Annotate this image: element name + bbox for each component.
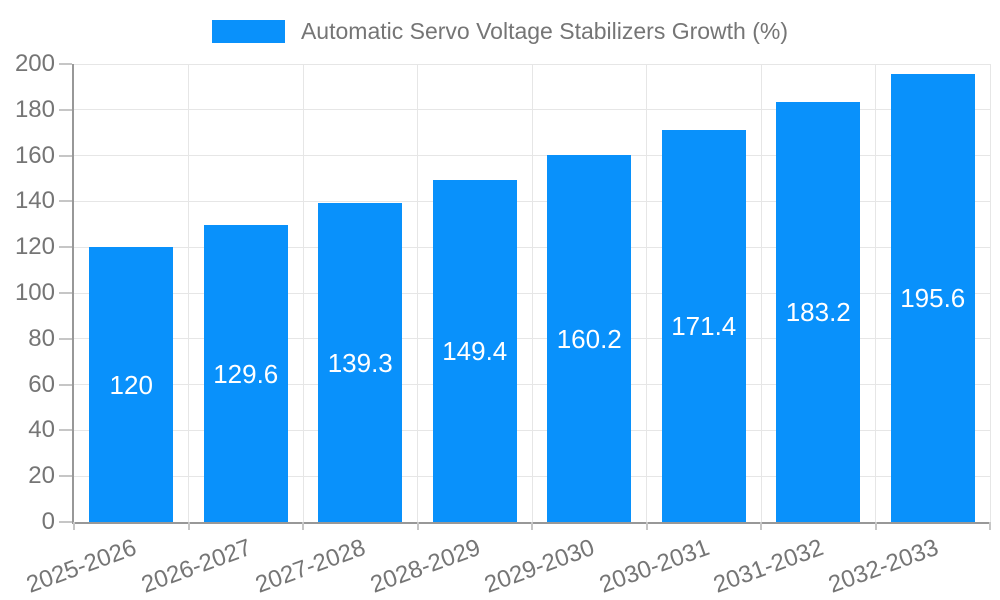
bar-value-label: 129.6 [213,358,279,389]
plot-area: 0 20 40 60 80 100 120 140 160 180 200 120 2025-2026 1… [15,52,991,599]
y-axis-tick-label: 160 [14,141,55,169]
y-axis-tick [59,337,72,340]
x-axis-tick [531,522,533,530]
y-axis-tick [59,108,72,111]
x-axis-tick-label: 2027-2028 [252,534,370,599]
y-axis-tick-label: 40 [28,416,55,444]
y-axis-tick-label: 120 [14,233,55,261]
y-axis-tick-label: 140 [14,187,55,215]
gridline-vertical [760,64,762,522]
x-axis-tick [760,522,762,530]
x-axis-tick-label: 2026-2027 [137,534,255,599]
x-axis-tick-label: 2032-2033 [824,534,942,599]
bar[interactable] [203,225,288,522]
x-axis-tick [645,522,648,530]
bar[interactable] [661,129,746,522]
y-axis-tick-label: 80 [28,324,55,352]
x-axis-tick-label: 2028-2029 [366,534,484,599]
y-axis-tick [59,521,72,523]
legend-swatch-icon [211,20,285,43]
bar[interactable] [89,247,174,522]
bar-value-label: 160.2 [556,323,622,354]
bar[interactable] [547,155,632,522]
y-axis-tick [59,383,72,386]
bar[interactable] [318,203,403,522]
y-axis-tick-label: 100 [14,279,55,306]
y-axis-line [72,64,74,524]
legend[interactable]: Automatic Servo Voltage Stabilizers Grow… [0,18,1000,45]
x-axis-tick [416,522,419,530]
y-axis-tick [59,63,72,65]
y-axis-tick [59,429,72,432]
bar-value-label: 183.2 [785,297,851,328]
bar-value-label: 171.4 [671,310,737,341]
y-axis-tick [59,292,72,294]
gridline-vertical [875,64,876,522]
y-axis-tick-label: 180 [14,95,55,123]
y-axis-tick [59,154,72,157]
y-axis-tick [59,246,72,249]
gridline-vertical [417,64,418,522]
y-axis-tick-label: 60 [28,370,55,398]
bar-value-label: 120 [109,369,153,400]
bar[interactable] [432,179,517,522]
gridline-vertical [646,64,647,522]
y-axis-tick-label: 200 [14,50,55,77]
gridline-vertical [188,64,189,522]
x-axis-tick-label: 2031-2032 [710,534,828,599]
y-axis-tick-label: 0 [41,508,55,535]
bar[interactable] [776,102,861,522]
y-axis-tick [59,475,72,478]
x-axis-tick [874,522,877,530]
x-axis-tick-label: 2029-2030 [481,534,599,599]
bar[interactable] [890,74,975,522]
x-axis-tick [302,522,304,530]
gridline-vertical [302,64,304,522]
x-axis-tick [73,522,75,530]
bar-value-label: 195.6 [900,283,966,314]
y-axis-tick [59,200,72,203]
x-axis-tick-label: 2025-2026 [23,534,141,599]
bar-value-label: 149.4 [442,335,508,366]
x-axis-tick-label: 2030-2031 [595,534,713,599]
bar-value-label: 139.3 [327,347,393,378]
y-axis-tick-label: 20 [28,462,55,490]
x-axis-tick [187,522,190,530]
legend-label: Automatic Servo Voltage Stabilizers Grow… [300,18,789,44]
gridline-vertical [989,64,991,522]
gridline-vertical [531,64,533,522]
x-axis-tick [989,522,991,530]
